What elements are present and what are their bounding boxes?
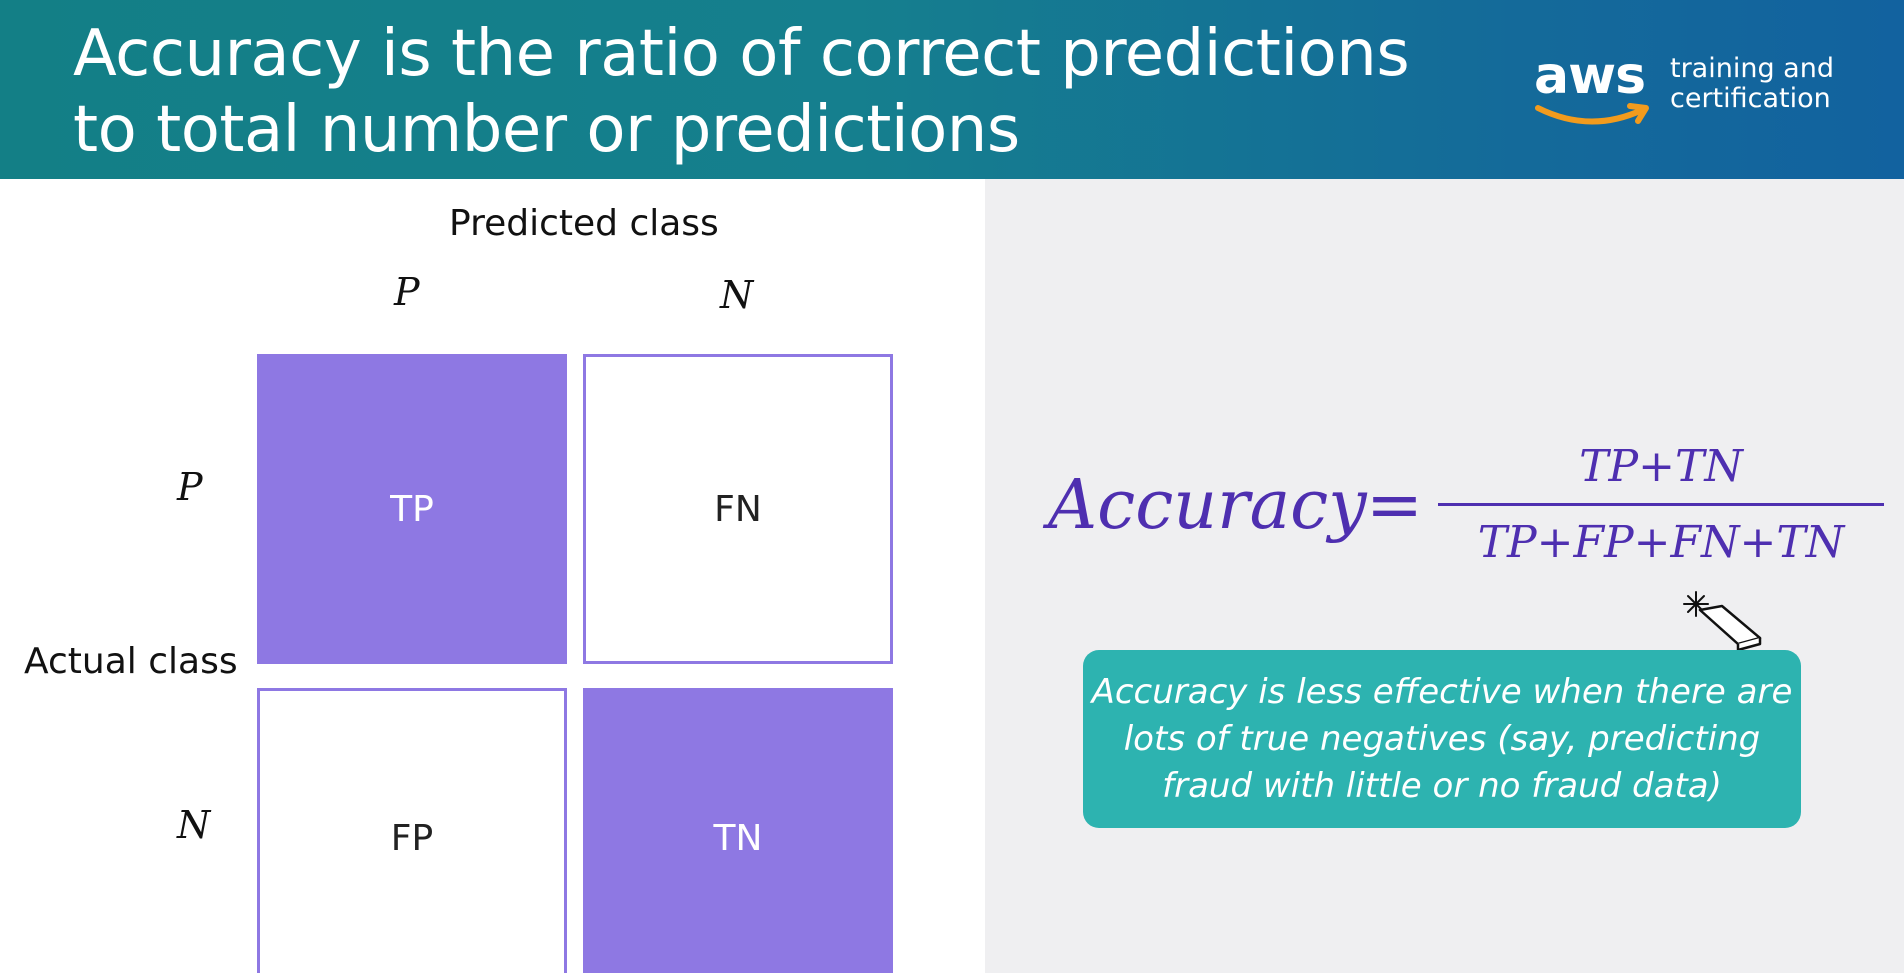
aws-logo-subtitle-line-1: training and — [1670, 53, 1834, 84]
accuracy-note-callout: Accuracy is less effective when there ar… — [1083, 650, 1801, 828]
false-negative-cell: FN — [583, 354, 893, 664]
formula-denominator: TP+FP+FN+TN — [1477, 517, 1845, 568]
predicted-class-label: Predicted class — [449, 203, 719, 244]
header-banner: Accuracy is the ratio of correct predict… — [0, 0, 1904, 179]
aws-logo-subtitle-line-2: certification — [1670, 83, 1831, 114]
formula-equals-sign: = — [1366, 466, 1423, 545]
slide-title-line-1: Accuracy is the ratio of correct predict… — [73, 17, 1410, 91]
slide-title-line-2: to total number or predictions — [73, 93, 1020, 167]
formula-fraction-bar — [1438, 503, 1884, 506]
accuracy-formula: Accuracy = TP+TN TP+FP+FN+TN — [1048, 436, 1884, 576]
formula-lhs: Accuracy — [1048, 466, 1367, 545]
callout-line-3: fraud with little or no fraud data) — [1162, 765, 1722, 806]
actual-positive-label: P — [177, 465, 203, 509]
aws-logo-subtitle: training and certification — [1670, 54, 1834, 114]
true-positive-cell: TP — [257, 354, 567, 664]
right-panel-background — [985, 179, 1904, 973]
actual-negative-label: N — [177, 803, 211, 847]
eraser-cursor-icon — [1683, 591, 1762, 652]
slide-title: Accuracy is the ratio of correct predict… — [73, 16, 1473, 168]
formula-fraction: TP+TN TP+FP+FN+TN — [1438, 436, 1884, 576]
predicted-positive-label: P — [394, 270, 420, 314]
callout-line-2: lots of true negatives (say, predicting — [1123, 718, 1761, 759]
predicted-negative-label: N — [720, 273, 754, 317]
formula-numerator: TP+TN — [1579, 441, 1743, 492]
callout-line-1: Accuracy is less effective when there ar… — [1091, 671, 1793, 712]
false-positive-cell: FP — [257, 688, 567, 973]
aws-logo: aws training and certification — [1534, 48, 1854, 138]
aws-logo-wordmark: aws — [1534, 46, 1646, 106]
true-negative-cell: TN — [583, 688, 893, 973]
aws-smile-arrow-icon — [1535, 103, 1649, 125]
actual-class-label: Actual class — [24, 641, 238, 682]
